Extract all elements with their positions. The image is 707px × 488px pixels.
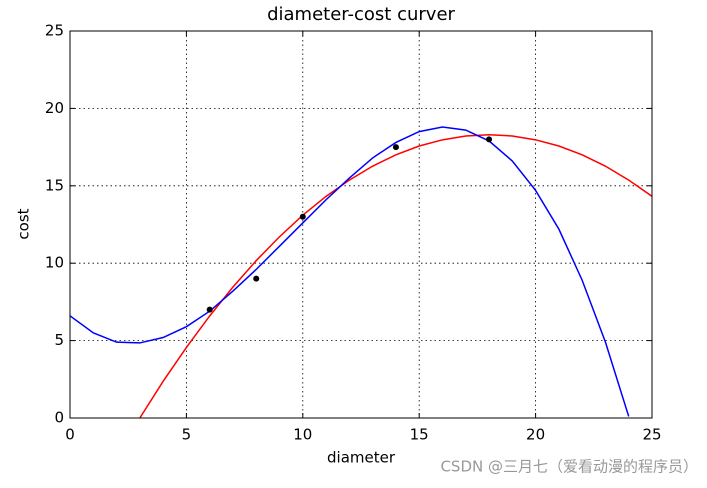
y-tick-label: 20 (45, 99, 64, 117)
data-point (486, 136, 493, 143)
y-tick-label: 5 (54, 331, 64, 349)
curve (139, 133, 652, 418)
x-tick-label: 10 (293, 426, 312, 444)
data-point (253, 275, 260, 282)
y-tick-label: 0 (54, 409, 64, 427)
data-point (206, 306, 213, 313)
x-tick-label: 20 (526, 426, 545, 444)
data-point (392, 144, 399, 151)
plot-frame (69, 30, 653, 419)
x-tick-label: 0 (65, 426, 75, 444)
y-axis-label: cost (15, 208, 33, 239)
y-tick-label: 25 (45, 22, 64, 40)
watermark: CSDN @三月七（爱看动漫的程序员） (440, 458, 698, 476)
x-tick-label: 15 (410, 426, 429, 444)
x-tick-label: 25 (642, 426, 661, 444)
curve (70, 126, 630, 417)
x-tick-label: 5 (182, 426, 192, 444)
data-point (299, 213, 306, 220)
y-tick-label: 10 (45, 254, 64, 272)
x-axis-label: diameter (327, 449, 396, 467)
chart-title: diameter-cost curver (267, 4, 455, 25)
y-tick-label: 15 (45, 176, 64, 194)
